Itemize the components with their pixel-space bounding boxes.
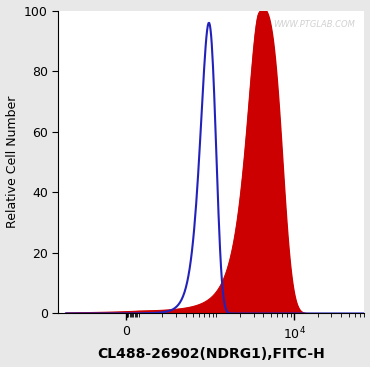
Y-axis label: Relative Cell Number: Relative Cell Number xyxy=(6,96,18,228)
X-axis label: CL488-26902(NDRG1),FITC-H: CL488-26902(NDRG1),FITC-H xyxy=(98,348,325,361)
Text: WWW.PTGLAB.COM: WWW.PTGLAB.COM xyxy=(273,20,355,29)
